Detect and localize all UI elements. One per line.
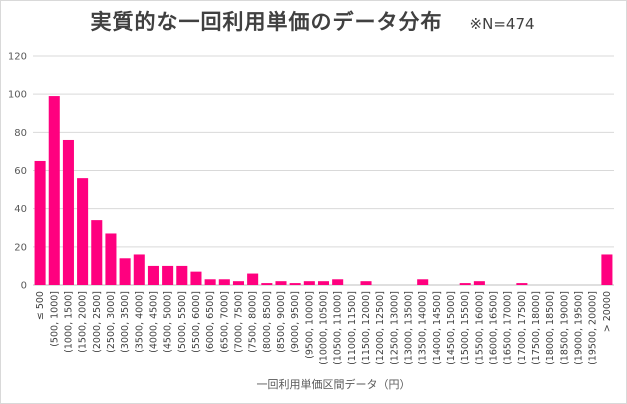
chart-subtitle: ※N=474 <box>469 15 535 33</box>
x-axis-ticks: ≤ 500 (500, 1000] (1000, 1500] (1500, 2000]… <box>35 291 613 365</box>
x-tick-label: (10500, 11000] <box>333 291 344 365</box>
x-tick-label: (16500, 17000] <box>503 291 514 365</box>
x-tick-label: (1500, 2000] <box>78 291 89 353</box>
x-tick-label: (11000, 11500] <box>347 291 358 365</box>
x-tick-label: (12000, 12500] <box>375 291 386 365</box>
bar <box>34 160 46 285</box>
x-tick-label: (10000, 10500] <box>319 291 330 365</box>
y-tick-label: 60 <box>14 166 27 177</box>
bar <box>133 254 145 285</box>
x-tick-label: (9000, 9500] <box>290 291 301 353</box>
x-tick-label: > 20000 <box>602 291 613 332</box>
bar <box>275 281 287 285</box>
x-tick-label: (17000, 17500] <box>517 291 528 365</box>
x-tick-label: (6500, 7000] <box>219 291 230 353</box>
x-tick-label: (8500, 9000] <box>276 291 287 353</box>
bar <box>48 96 60 285</box>
x-tick-label: (17500, 18000] <box>531 291 542 365</box>
x-tick-label: (15000, 15500] <box>460 291 471 365</box>
x-tick-label: (18000, 18500] <box>545 291 556 365</box>
x-tick-label: (19000, 19500] <box>574 291 585 365</box>
bar <box>162 265 174 285</box>
x-axis-title: 一回利用単価区間データ（円） <box>257 377 411 391</box>
bar <box>147 265 159 285</box>
x-tick-label: ≤ 500 <box>35 291 46 320</box>
x-tick-label: (14500, 15000] <box>446 291 457 365</box>
x-tick-label: (16000, 16500] <box>489 291 500 365</box>
chart-title: 実質的な一回利用単価のデータ分布 <box>90 10 443 34</box>
bar <box>261 283 273 285</box>
x-tick-label: (2000, 2500] <box>92 291 103 353</box>
bar <box>459 283 471 285</box>
bar <box>91 220 103 285</box>
x-tick-label: (8000, 8500] <box>262 291 273 353</box>
bar <box>105 233 117 285</box>
x-tick-label: (18500, 19000] <box>559 291 570 365</box>
x-tick-label: (1000, 1500] <box>63 291 74 353</box>
x-tick-label: (19500, 20000] <box>588 291 599 365</box>
bar <box>62 139 74 285</box>
x-tick-label: (500, 1000] <box>49 291 60 347</box>
bar <box>289 283 301 285</box>
bar <box>473 281 485 285</box>
bar <box>77 178 89 285</box>
bar <box>360 281 372 285</box>
x-tick-label: (5000, 5500] <box>177 291 188 353</box>
y-tick-label: 80 <box>14 128 27 139</box>
bar <box>417 279 429 285</box>
bar <box>218 279 230 285</box>
gridlines <box>33 55 614 286</box>
bar <box>119 258 131 285</box>
chart-title-row: 実質的な一回利用単価のデータ分布 ※N=474 <box>0 6 625 42</box>
x-tick-label: (3000, 3500] <box>120 291 131 353</box>
x-tick-label: (12500, 13000] <box>389 291 400 365</box>
bar <box>247 273 259 285</box>
bar <box>190 271 202 285</box>
bars <box>34 96 613 285</box>
y-tick-label: 20 <box>14 242 27 253</box>
bar <box>516 283 528 285</box>
bar <box>332 279 344 285</box>
x-tick-label: (9500, 10000] <box>304 291 315 359</box>
x-tick-label: (4000, 4500] <box>148 291 159 353</box>
y-tick-label: 100 <box>8 90 27 101</box>
x-tick-label: (15500, 16000] <box>474 291 485 365</box>
x-tick-label: (11500, 12000] <box>361 291 372 365</box>
x-tick-label: (14000, 14500] <box>432 291 443 365</box>
x-tick-label: (7000, 7500] <box>233 291 244 353</box>
bar <box>232 281 245 285</box>
bar <box>303 281 315 285</box>
bar <box>601 254 613 285</box>
x-tick-label: (13000, 13500] <box>404 291 415 365</box>
x-tick-label: (6000, 6500] <box>205 291 216 353</box>
x-tick-label: (4500, 5000] <box>163 291 174 353</box>
bar <box>317 281 330 285</box>
x-tick-label: (2500, 3000] <box>106 291 117 353</box>
bar <box>204 279 216 285</box>
bar <box>176 265 188 285</box>
x-tick-label: (13500, 14000] <box>418 291 429 365</box>
x-tick-label: (5500, 6000] <box>191 291 202 353</box>
y-tick-label: 120 <box>8 52 27 63</box>
x-tick-label: (3500, 4000] <box>134 291 145 353</box>
y-axis-ticks: 0 20 40 60 80 100 120 <box>8 52 27 292</box>
y-tick-label: 40 <box>14 204 27 215</box>
y-tick-label: 0 <box>21 281 27 292</box>
x-tick-label: (7500, 8000] <box>248 291 259 353</box>
